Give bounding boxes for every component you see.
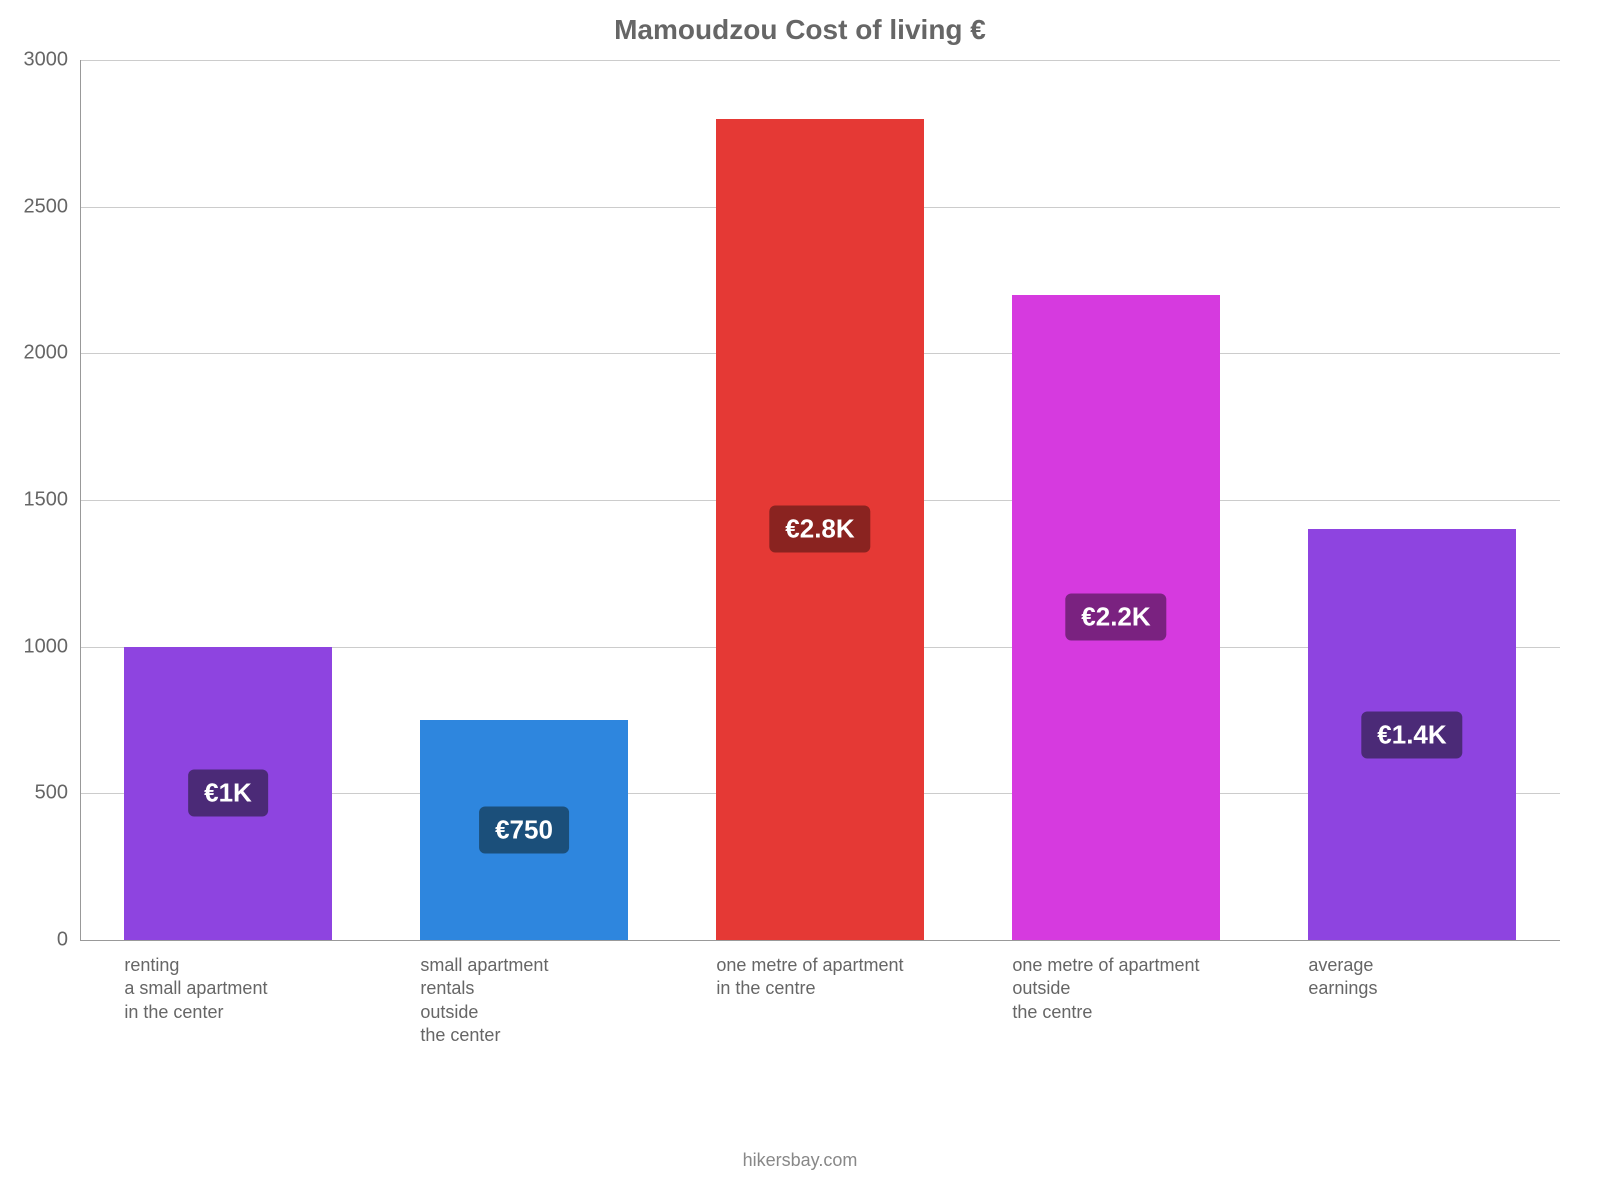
y-tick-label: 3000	[24, 49, 81, 72]
x-tick-label: renting a small apartment in the center	[124, 940, 331, 1024]
y-tick-label: 500	[35, 782, 80, 805]
y-tick-label: 0	[57, 929, 80, 952]
y-tick-label: 1500	[24, 489, 81, 512]
bars-container: €1K €750 €2.8K €2.2K €1.4K	[80, 60, 1560, 940]
y-tick-label: 2000	[24, 342, 81, 365]
bar: €1K	[124, 647, 331, 940]
bar-value-label: €1.4K	[1361, 711, 1462, 758]
y-tick-label: 1000	[24, 635, 81, 658]
y-tick-label: 2500	[24, 195, 81, 218]
x-tick-label: one metre of apartment outside the centr…	[1012, 940, 1219, 1024]
bar: €750	[420, 720, 627, 940]
chart-title: Mamoudzou Cost of living €	[0, 14, 1600, 46]
x-tick-label: average earnings	[1308, 940, 1515, 1001]
bar-value-label: €2.8K	[769, 506, 870, 553]
bar-value-label: €750	[479, 807, 569, 854]
cost-of-living-chart: Mamoudzou Cost of living € 0 500 1000 1500 2…	[0, 0, 1600, 1200]
x-tick-label: one metre of apartment in the centre	[716, 940, 923, 1001]
bar: €2.8K	[716, 119, 923, 940]
bar: €1.4K	[1308, 529, 1515, 940]
bar: €2.2K	[1012, 295, 1219, 940]
bar-value-label: €2.2K	[1065, 594, 1166, 641]
bar-value-label: €1K	[188, 770, 268, 817]
chart-footer: hikersbay.com	[0, 1150, 1600, 1171]
x-tick-label: small apartment rentals outside the cent…	[420, 940, 627, 1048]
plot-area: 050010001500200025003000 €1K€750€2.8K€2.…	[80, 60, 1560, 940]
